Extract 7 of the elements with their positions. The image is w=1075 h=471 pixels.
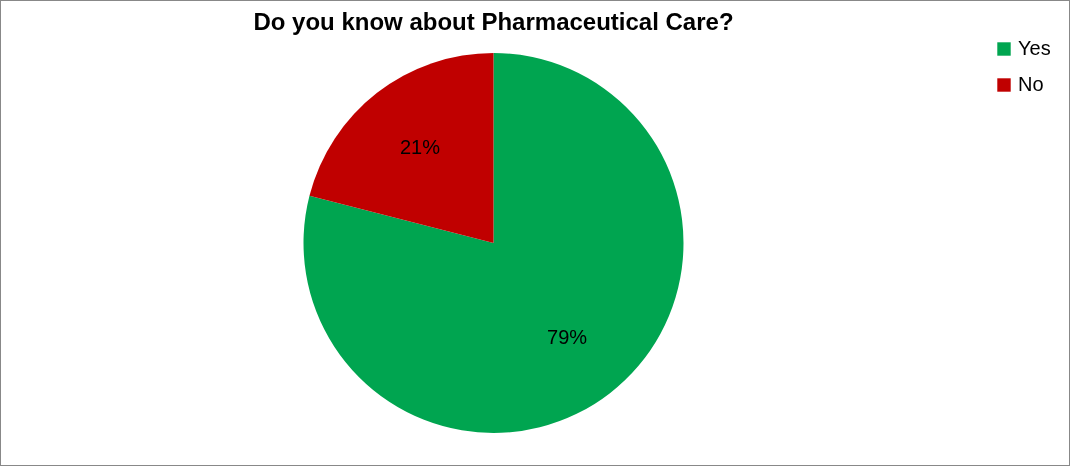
chart-title: Do you know about Pharmaceutical Care? [253,8,734,35]
data-label: 21% [399,136,441,159]
legend-label: No [1018,73,1044,95]
pie-slice [303,53,684,433]
legend-label: Yes [1018,37,1051,59]
pie-slice [309,53,494,243]
data-label: 79% [547,325,588,348]
